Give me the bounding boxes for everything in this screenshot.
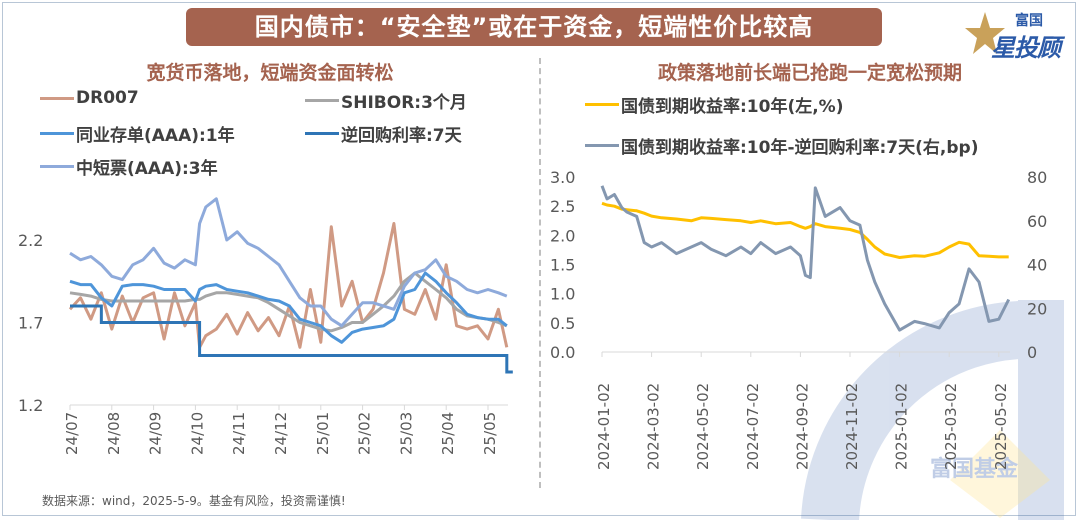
- right-chart: 2024-01-02 2024-03-02 2024-05-02 2024-07-02…: [550, 168, 1047, 470]
- legend-ncd: 同业存单(AAA):1年: [40, 121, 235, 146]
- y-left-tick-label: 1.0: [550, 285, 575, 304]
- series-line-dr007: [68, 222, 509, 349]
- legend-swatch: [305, 99, 339, 102]
- x-tick-label: 2024-11-02: [843, 383, 861, 470]
- legend-label: 中短票(AAA):3年: [76, 159, 218, 179]
- legend-swatch: [40, 132, 74, 135]
- legend-repo: 逆回购利率:7天: [305, 121, 462, 146]
- legend-spread: 国债到期收益率:10年-逆回购利率:7天(右,bp): [585, 133, 978, 158]
- legend-label: 国债到期收益率:10年-逆回购利率:7天(右,bp): [621, 138, 979, 158]
- brand-logo: 富国 星投顾: [955, 10, 1075, 62]
- series-line-shibor: [69, 271, 508, 333]
- x-tick-label: 2024-05-02: [694, 383, 712, 470]
- series-line-ncd: [69, 271, 508, 344]
- x-tick-label: 24/11: [230, 412, 248, 455]
- logo-top-text: 富国: [1015, 13, 1043, 29]
- left-chart: 24/07 24/08 24/09 24/10 24/11 24/12 25/01 25/02…: [18, 197, 513, 455]
- star-icon: [965, 12, 1005, 54]
- y-tick-label: 1.2: [18, 396, 43, 415]
- right-chart-title: 政策落地前长端已抢跑一定宽松预期: [657, 62, 962, 84]
- page-title: 国内债市：“安全垫”或在于资金，短端性价比较高: [186, 8, 882, 46]
- legend-swatch: [40, 165, 74, 168]
- logo-main-text: 星投顾: [991, 34, 1061, 62]
- y-right-tick-label: 20: [1027, 299, 1047, 318]
- legend-label: SHIBOR:3个月: [341, 93, 467, 113]
- data-source-note: 数据来源：wind，2025-5-9。基金有风险，投资需谨慎!: [42, 494, 346, 508]
- y-right-tick-label: 80: [1027, 168, 1047, 187]
- legend-dr007: DR007: [40, 88, 139, 108]
- panel-divider: [539, 58, 541, 488]
- x-tick-label: 24/08: [105, 412, 123, 455]
- x-tick-label: 2025-01-02: [893, 383, 911, 470]
- series-line-repo: [70, 304, 513, 374]
- y-left-tick-label: 1.5: [550, 256, 575, 275]
- x-tick-label: 2024-07-02: [744, 383, 762, 470]
- x-tick-label: 24/10: [188, 412, 206, 455]
- x-tick-label: 25/01: [314, 412, 332, 455]
- x-tick-label: 2024-01-02: [595, 383, 613, 470]
- series-line-mtn: [69, 197, 508, 328]
- y-tick-label: 1.7: [18, 314, 43, 333]
- x-tick-label: 2025-05-02: [992, 383, 1010, 470]
- x-tick-label: 24/12: [272, 412, 290, 455]
- x-tick-label: 25/04: [439, 412, 457, 455]
- y-left-tick-label: 3.0: [550, 168, 575, 187]
- legend-label: 国债到期收益率:10年(左,%): [621, 97, 844, 117]
- x-tick-label: 25/03: [397, 412, 415, 455]
- legend-swatch: [40, 96, 74, 100]
- y-left-tick-label: 2.0: [550, 226, 575, 245]
- legend-swatch: [585, 144, 619, 147]
- legend-cgb10y: 国债到期收益率:10年(左,%): [585, 92, 844, 117]
- series-line-spread: [600, 185, 1011, 332]
- legend-swatch: [305, 132, 339, 135]
- legend-label: DR007: [76, 88, 139, 108]
- watermark-text: 富国基金: [930, 456, 1019, 482]
- legend-label: 同业存单(AAA):1年: [76, 126, 235, 146]
- x-tick-label: 24/09: [147, 412, 165, 455]
- legend-swatch: [585, 103, 619, 106]
- x-tick-label: 2025-03-02: [942, 383, 960, 470]
- legend-mtn: 中短票(AAA):3年: [40, 154, 218, 179]
- series-line-cgb10y: [601, 201, 1009, 259]
- y-right-tick-label: 60: [1027, 212, 1047, 231]
- y-tick-label: 2.2: [18, 231, 43, 250]
- x-tick-label: 2024-03-02: [645, 383, 663, 470]
- x-tick-label: 2024-09-02: [793, 383, 811, 470]
- y-right-tick-label: 0: [1027, 343, 1037, 362]
- y-left-tick-label: 0.0: [550, 343, 575, 362]
- legend-shibor: SHIBOR:3个月: [305, 88, 467, 113]
- y-right-tick-label: 40: [1027, 256, 1047, 275]
- x-tick-label: 25/05: [481, 412, 499, 455]
- y-left-tick-label: 2.5: [550, 197, 575, 216]
- left-chart-title: 宽货币落地，短端资金面转松: [146, 62, 394, 84]
- y-left-tick-label: 0.5: [550, 314, 575, 333]
- x-tick-label: 24/07: [63, 412, 81, 455]
- legend-label: 逆回购利率:7天: [341, 126, 462, 146]
- x-tick-label: 25/02: [356, 412, 374, 455]
